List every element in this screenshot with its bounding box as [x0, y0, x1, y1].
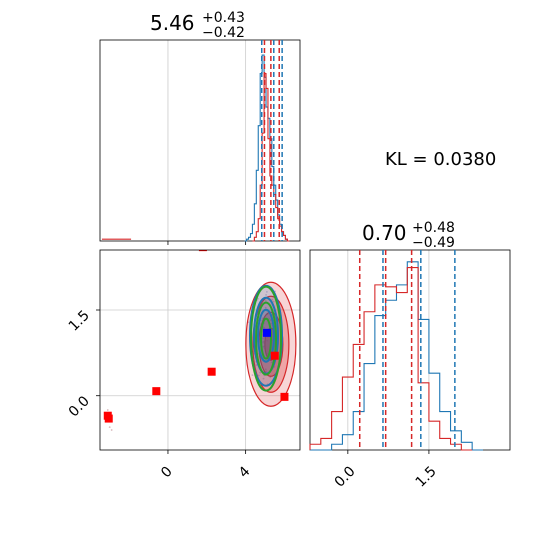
sample-point: [262, 340, 265, 343]
sample-point: [257, 374, 260, 377]
kl-divergence-label: KL = 0.0380: [385, 149, 496, 170]
green-density-contour: [250, 285, 283, 392]
red-histogram: [309, 267, 473, 451]
x-title-lower: −0.42: [202, 25, 245, 41]
sample-point: [271, 298, 274, 301]
red-marker: [152, 387, 161, 396]
marginal-x-panel: [99, 39, 301, 245]
sample-point: [265, 290, 268, 293]
y-tick-label: 1.5: [66, 308, 93, 335]
sample-point: [272, 300, 275, 303]
sample-point: [259, 371, 262, 374]
sample-point: [264, 368, 267, 371]
joint-scatter-panel: 0 4 0.0 1.5: [66, 249, 301, 482]
x-title-main: 5.46: [150, 11, 195, 35]
x-tick-label: 4: [236, 463, 254, 481]
sample-point: [110, 429, 113, 431]
sample-point: [264, 299, 267, 302]
y-title-main: 0.70: [362, 221, 407, 245]
sample-point: [265, 293, 267, 296]
green-density-contour: [255, 301, 278, 376]
sample-point: [262, 337, 264, 340]
x-marginal-frame: [99, 39, 301, 242]
sample-point: [270, 361, 273, 364]
sample-point: [262, 377, 265, 380]
y-marginal-title: 0.70 +0.48 −0.49: [362, 220, 455, 251]
joint-frame: [99, 249, 301, 451]
y-tick-label: 0.0: [66, 393, 93, 420]
y-title-lower: −0.49: [412, 235, 455, 251]
red-histogram: [252, 73, 290, 242]
green-density-contour: [260, 317, 273, 360]
blue-marker: [262, 328, 271, 337]
sample-point: [263, 326, 265, 329]
sample-point: [266, 353, 269, 355]
red-marker: [198, 250, 207, 252]
red-marker: [280, 392, 289, 401]
sample-point: [265, 370, 268, 373]
sample-point: [255, 364, 258, 366]
x-tick-label: 1.5: [413, 464, 440, 491]
x-tick-label: 0.0: [332, 464, 359, 491]
sample-point: [251, 374, 254, 377]
x-title-upper: +0.43: [202, 10, 245, 26]
sample-point: [264, 306, 267, 309]
x-marginal-title: 5.46 +0.43 −0.42: [150, 10, 245, 41]
sample-point: [261, 317, 264, 320]
sample-point: [270, 322, 273, 325]
y-marginal-frame: [309, 249, 511, 451]
sample-point: [266, 339, 269, 342]
blue-histogram: [310, 261, 483, 451]
red-marker: [104, 414, 113, 423]
sample-point: [268, 317, 270, 320]
y-title-upper: +0.48: [412, 220, 455, 236]
joint-content: [103, 250, 297, 431]
sample-point: [106, 409, 109, 411]
sample-point: [262, 345, 265, 348]
red-marker: [207, 367, 216, 376]
x-tick-label: 0: [158, 464, 176, 482]
sample-point: [108, 426, 111, 429]
marginal-y-panel: 0.0 1.5: [309, 249, 511, 491]
red-marker: [270, 351, 279, 360]
sample-point: [269, 319, 272, 321]
